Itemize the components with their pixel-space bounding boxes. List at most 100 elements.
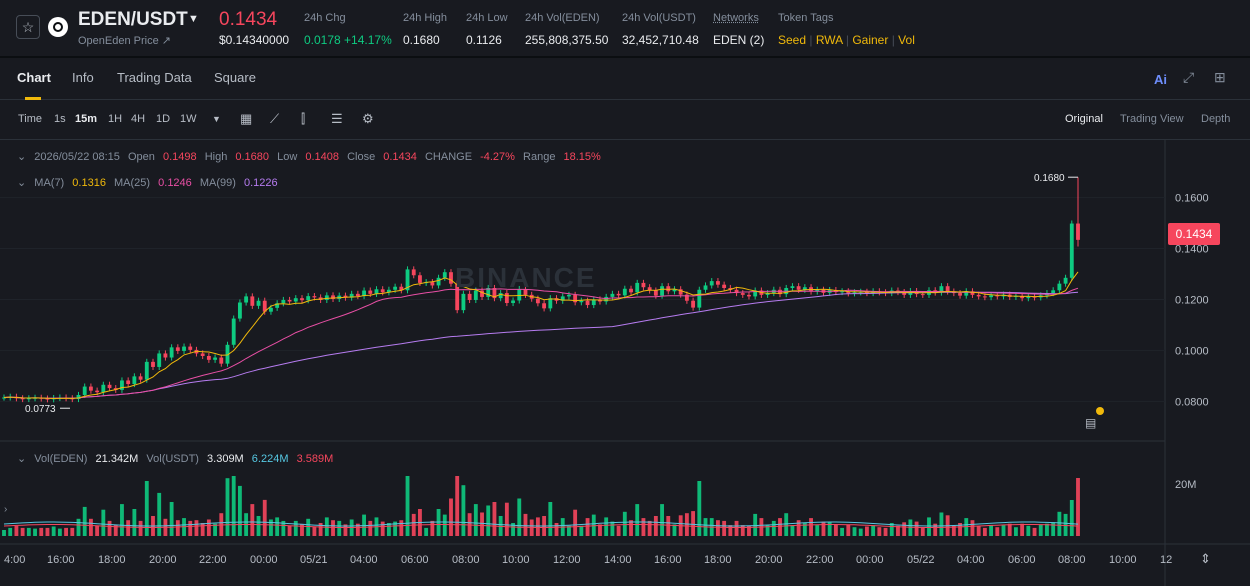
candle-body: [2, 397, 6, 399]
tag-vol[interactable]: Vol: [898, 33, 915, 47]
favorite-star-icon[interactable]: ☆: [16, 15, 40, 39]
candle-type-icon[interactable]: ⫿: [301, 111, 306, 126]
ma-info-row: ⌄ MA(7) 0.1316 MA(25) 0.1246 MA(99) 0.12…: [17, 176, 283, 189]
stat-24h-low: 24h Low 0.1126: [466, 12, 508, 47]
volume-bar: [647, 520, 652, 536]
volume-bar: [473, 504, 478, 536]
tag-gainer[interactable]: Gainer: [852, 33, 889, 47]
volume-bar: [809, 518, 813, 536]
candle-body: [244, 296, 249, 303]
x-tick-label: 04:00: [957, 554, 985, 566]
candle-body: [753, 290, 758, 297]
volume-bar: [579, 525, 584, 536]
volume-bar: [958, 523, 962, 536]
volume-bar: [548, 502, 553, 536]
layout-grid-icon[interactable]: ⊞: [1214, 69, 1226, 85]
tab-chart[interactable]: Chart: [17, 70, 51, 85]
interval-4h[interactable]: 4H: [131, 113, 146, 125]
interval-1h[interactable]: 1H: [108, 113, 123, 125]
volume-bar: [1063, 513, 1068, 536]
volume-bar: [1032, 527, 1037, 536]
pair-subtitle-link[interactable]: OpenEden Price ↗: [78, 35, 171, 47]
candle-body: [585, 300, 590, 306]
volume-bar: [939, 512, 944, 536]
candle-body: [989, 295, 994, 298]
volume-bar: [914, 521, 919, 536]
candle-body: [473, 290, 478, 300]
ohlc-low-label: Low: [277, 151, 298, 163]
view-trading-view[interactable]: Trading View: [1120, 113, 1184, 125]
candle-body: [641, 282, 646, 288]
view-depth[interactable]: Depth: [1201, 113, 1231, 125]
volume-bar: [51, 526, 56, 536]
candle-body: [393, 286, 398, 290]
interval-15m[interactable]: 15m: [75, 113, 98, 125]
volume-bar: [343, 524, 348, 536]
candle-body: [982, 296, 987, 298]
candle-body: [380, 289, 385, 293]
chart-settings-list-icon[interactable]: ☰: [331, 111, 343, 126]
collapse-chevron-icon[interactable]: ⌄: [17, 177, 27, 189]
volume-bar: [771, 520, 776, 536]
stat-value: 32,452,710.48: [622, 33, 699, 47]
candlestick-chart[interactable]: 0.1600 0.1400 0.1200 0.1000 0.0800 20M 0.1680 0…: [0, 140, 1250, 586]
candle-body: [430, 282, 435, 286]
tab-info[interactable]: Info: [72, 70, 94, 85]
candle-body: [958, 293, 962, 296]
candle-body: [151, 361, 155, 367]
ma25-line: [3, 287, 1079, 399]
volume-bar: [567, 525, 571, 536]
tag-seed[interactable]: Seed: [778, 33, 807, 47]
interval-1w[interactable]: 1W: [180, 113, 197, 125]
volume-bar: [324, 517, 329, 536]
calendar-icon[interactable]: ▦: [240, 111, 253, 126]
y-tick-label: 0.1000: [1175, 345, 1209, 357]
candle-body: [560, 296, 565, 301]
stat-label: 24h Low: [466, 12, 508, 24]
candle-body: [355, 293, 360, 297]
candle-body: [1051, 290, 1056, 294]
candle-body: [324, 295, 329, 300]
volume-bar: [45, 527, 50, 536]
x-tick-label: 05/22: [907, 554, 935, 566]
volume-bar: [995, 527, 1000, 536]
volume-bar: [517, 498, 522, 536]
volume-bar: [380, 521, 385, 536]
pair-dropdown-icon[interactable]: ▼: [188, 13, 199, 25]
volume-bar: [883, 527, 888, 536]
indicator-chart-icon[interactable]: ⟋: [270, 111, 280, 126]
pair-name[interactable]: EDEN/USDT: [78, 9, 188, 30]
volume-bar: [120, 504, 124, 536]
collapse-chevron-icon[interactable]: ⌄: [17, 151, 27, 163]
volume-bar: [858, 528, 863, 536]
candle-body: [815, 289, 820, 292]
interval-1s[interactable]: 1s: [54, 113, 66, 125]
interval-more-icon[interactable]: ▼: [212, 114, 221, 124]
volume-bar: [877, 527, 882, 536]
ai-icon[interactable]: Ai: [1154, 72, 1167, 87]
volume-bar: [933, 523, 938, 536]
settings-gear-icon[interactable]: ⚙: [362, 111, 374, 126]
tab-trading-data[interactable]: Trading Data: [117, 70, 192, 85]
expand-icon[interactable]: ⤢: [1183, 69, 1195, 85]
tag-rwa[interactable]: RWA: [815, 33, 843, 47]
coin-logo-icon: [48, 17, 68, 37]
candle-body: [20, 398, 25, 400]
interval-1d[interactable]: 1D: [156, 113, 171, 125]
x-tick-label: 22:00: [806, 554, 834, 566]
chart-area[interactable]: [0, 140, 1250, 586]
candle-body: [120, 380, 124, 390]
candle-body: [82, 386, 87, 395]
stat-networks[interactable]: Networks EDEN (2): [713, 12, 764, 47]
candle-body: [1063, 277, 1068, 284]
volume-bar: [672, 524, 677, 536]
tab-square[interactable]: Square: [214, 70, 256, 85]
volume-bar: [796, 520, 801, 536]
volume-bar: [231, 476, 236, 536]
view-original[interactable]: Original: [1065, 113, 1103, 125]
interval-time[interactable]: Time: [18, 113, 43, 125]
x-tick-label: 14:00: [604, 554, 632, 566]
collapse-chevron-icon[interactable]: ⌄: [17, 453, 27, 465]
volume-bar: [641, 518, 646, 536]
candle-body: [275, 303, 280, 308]
